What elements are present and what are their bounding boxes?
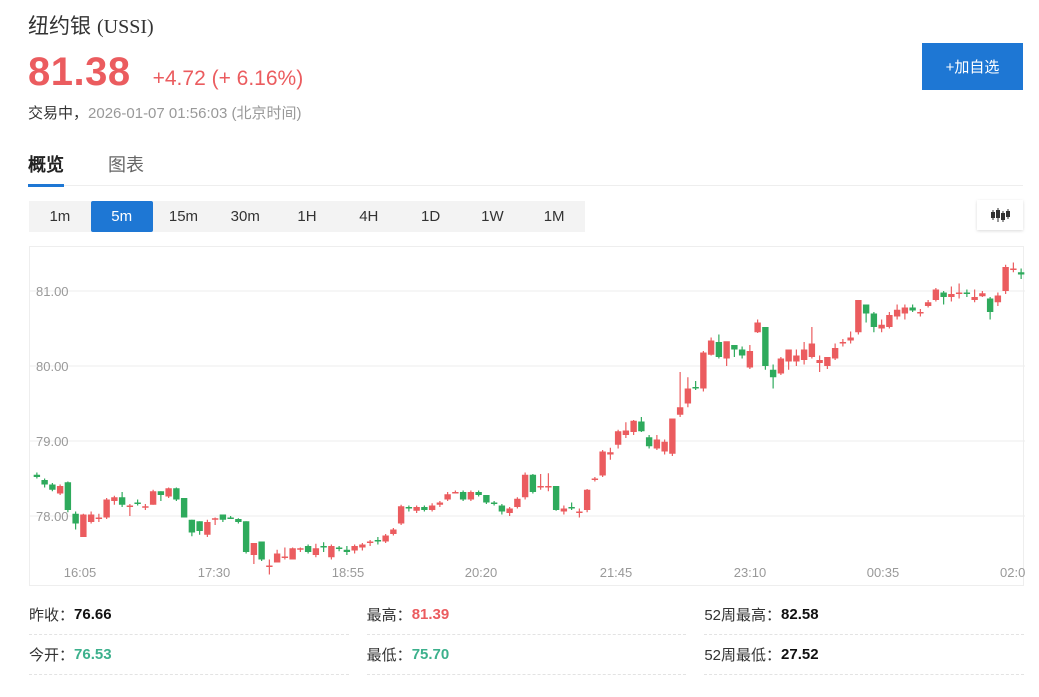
candlestick-icon — [991, 208, 1010, 222]
stat-value: 76.66 — [74, 606, 112, 623]
stat-high: 最高： 81.39 — [366, 595, 687, 635]
instrument-title: 纽约银 (USSI) — [28, 10, 154, 40]
svg-text:18:55: 18:55 — [332, 565, 365, 580]
svg-text:16:05: 16:05 — [64, 565, 97, 580]
interval-selector: 1m 5m 15m 30m 1H 4H 1D 1W 1M — [29, 201, 585, 232]
interval-5m[interactable]: 5m — [90, 201, 153, 232]
svg-text:23:10: 23:10 — [734, 565, 767, 580]
interval-1w[interactable]: 1W — [481, 208, 504, 225]
stats-panel: 昨收： 76.66 最高： 81.39 52周最高： 82.58 今开： 76.53 最… — [29, 595, 1025, 675]
stat-value: 27.52 — [781, 646, 819, 663]
stat-52w-high: 52周最高： 82.58 — [704, 595, 1025, 635]
status-label: 交易中， — [28, 105, 89, 122]
svg-text:20:20: 20:20 — [465, 565, 498, 580]
svg-text:17:30: 17:30 — [198, 565, 231, 580]
add-to-watchlist-button[interactable]: +加自选 — [922, 43, 1023, 90]
stats-row: 今开： 76.53 最低： 75.70 52周最低： 27.52 — [29, 635, 1025, 675]
tab-overview[interactable]: 概览 — [28, 148, 64, 187]
trading-status: 交易中，2026-01-07 01:56:03 (北京时间) — [28, 102, 301, 123]
svg-text:80.00: 80.00 — [36, 359, 69, 374]
interval-4h[interactable]: 4H — [359, 208, 379, 225]
instrument-code: (USSI) — [97, 16, 154, 38]
tab-bar: 概览 图表 — [28, 148, 1023, 187]
stat-52w-low: 52周最低： 27.52 — [704, 635, 1025, 675]
price-change: +4.72 (+ 6.16%) — [152, 67, 304, 90]
chart-type-button[interactable] — [977, 200, 1023, 230]
stat-open: 今开： 76.53 — [29, 635, 349, 675]
stat-value: 76.53 — [74, 646, 112, 663]
svg-text:78.00: 78.00 — [36, 509, 69, 524]
stat-value: 81.39 — [411, 606, 450, 623]
interval-30m[interactable]: 30m — [230, 208, 260, 225]
instrument-name: 纽约银 — [28, 15, 91, 38]
stat-value: 82.58 — [781, 606, 819, 623]
stat-prev-close: 昨收： 76.66 — [29, 595, 349, 635]
stat-low: 最低： 75.70 — [366, 635, 687, 675]
interval-1h[interactable]: 1H — [297, 208, 317, 225]
svg-text:02:0: 02:0 — [1000, 565, 1025, 580]
price-row: 81.38 +4.72 (+ 6.16%) — [28, 50, 303, 95]
interval-1m[interactable]: 1m — [49, 208, 71, 225]
stat-value: 75.70 — [411, 646, 450, 663]
svg-text:81.00: 81.00 — [36, 284, 69, 299]
current-price: 81.38 — [28, 50, 131, 94]
timestamp: 2026-01-07 01:56:03 (北京时间) — [88, 105, 302, 122]
chart-canvas[interactable]: 81.00 80.00 79.00 78.00 16:05 17:30 18:55 20:20… — [30, 247, 1025, 587]
stats-row: 昨收： 76.66 最高： 81.39 52周最高： 82.58 — [29, 595, 1025, 635]
interval-1d[interactable]: 1D — [420, 208, 441, 225]
candlestick-chart[interactable]: 81.00 80.00 79.00 78.00 16:05 17:30 18:55 20:20… — [29, 246, 1025, 587]
svg-text:79.00: 79.00 — [36, 434, 69, 449]
interval-15m[interactable]: 15m — [168, 208, 199, 225]
svg-text:21:45: 21:45 — [600, 565, 633, 580]
tab-chart[interactable]: 图表 — [108, 155, 144, 175]
interval-1mo[interactable]: 1M — [543, 208, 565, 225]
svg-text:00:35: 00:35 — [867, 565, 900, 580]
